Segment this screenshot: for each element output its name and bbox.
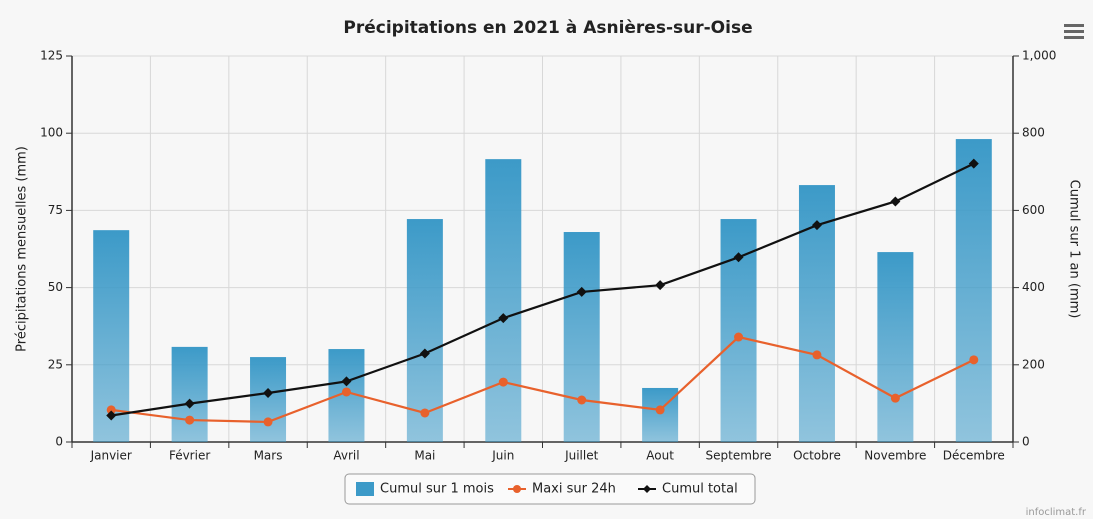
marker: [733, 252, 744, 263]
marker: [419, 348, 430, 359]
bar: [563, 232, 600, 442]
marker: [890, 196, 901, 207]
x-tick-label: Mars: [254, 449, 283, 463]
y-tick-label: 75: [48, 203, 63, 217]
y-axis-label: Précipitations mensuelles (mm): [15, 146, 30, 352]
legend-label: Cumul total: [662, 482, 738, 497]
y-tick-label: 125: [40, 49, 63, 63]
menu-bar[interactable]: [1064, 24, 1084, 27]
bar: [485, 159, 522, 442]
marker: [106, 410, 117, 421]
bar: [406, 219, 443, 442]
marker: [969, 355, 979, 365]
y2-axis-label: Cumul sur 1 an (mm): [1067, 180, 1082, 319]
marker: [184, 398, 195, 409]
legend-marker: [513, 485, 521, 493]
bar: [171, 346, 208, 442]
bar: [955, 139, 992, 442]
marker: [498, 377, 508, 387]
legend-swatch: [356, 482, 374, 496]
x-tick-label: Février: [169, 449, 210, 463]
y2-tick-label: 400: [1022, 280, 1045, 294]
y2-tick-label: 0: [1022, 435, 1030, 449]
y-tick-label: 25: [48, 357, 63, 371]
x-tick-label: Mai: [414, 449, 435, 463]
x-tick-label: Avril: [333, 449, 359, 463]
marker: [812, 350, 822, 360]
marker: [263, 388, 274, 399]
bar: [877, 252, 914, 442]
marker: [576, 286, 587, 297]
legend-marker: [643, 485, 651, 493]
marker: [968, 158, 979, 169]
marker: [655, 405, 665, 415]
y-tick-label: 100: [40, 126, 63, 140]
marker: [263, 417, 273, 427]
marker: [185, 415, 195, 425]
marker: [341, 376, 352, 387]
credit: infoclimat.fr: [1026, 507, 1087, 518]
marker: [420, 408, 430, 418]
x-tick-label: Juin: [491, 449, 514, 463]
menu-bar[interactable]: [1064, 30, 1084, 33]
x-tick-label: Décembre: [943, 449, 1005, 463]
marker: [734, 332, 744, 342]
bar: [250, 357, 287, 442]
x-tick-label: Septembre: [706, 449, 772, 463]
y2-tick-label: 200: [1022, 357, 1045, 371]
legend: Cumul sur 1 mois Maxi sur 24h Cumul total: [344, 473, 756, 505]
marker: [498, 313, 509, 324]
line: [111, 335, 975, 424]
menu-icon[interactable]: [1064, 24, 1084, 39]
marker: [890, 393, 900, 403]
x-tick-label: Novembre: [864, 449, 926, 463]
line: [111, 162, 975, 417]
marker: [106, 405, 116, 415]
legend-box: [344, 473, 756, 505]
x-tick-label: Juillet: [564, 449, 599, 463]
y2-tick-label: 800: [1022, 126, 1045, 140]
x-tick-label: Octobre: [793, 449, 841, 463]
marker: [577, 395, 587, 405]
marker: [655, 280, 666, 291]
marker: [341, 387, 351, 397]
y-tick-label: 50: [48, 280, 63, 294]
y-tick-label: 0: [55, 435, 63, 449]
y2-tick-label: 1,000: [1022, 49, 1056, 63]
bar: [642, 387, 679, 442]
x-tick-label: Janvier: [90, 449, 132, 463]
x-tick-label: Aout: [646, 449, 674, 463]
chart-title: Précipitations en 2021 à Asnières-sur-Oi…: [343, 18, 752, 38]
legend-label: Maxi sur 24h: [532, 482, 616, 497]
legend-label: Cumul sur 1 mois: [380, 482, 494, 497]
y2-tick-label: 600: [1022, 203, 1045, 217]
marker: [811, 220, 822, 231]
menu-bar[interactable]: [1064, 36, 1084, 39]
